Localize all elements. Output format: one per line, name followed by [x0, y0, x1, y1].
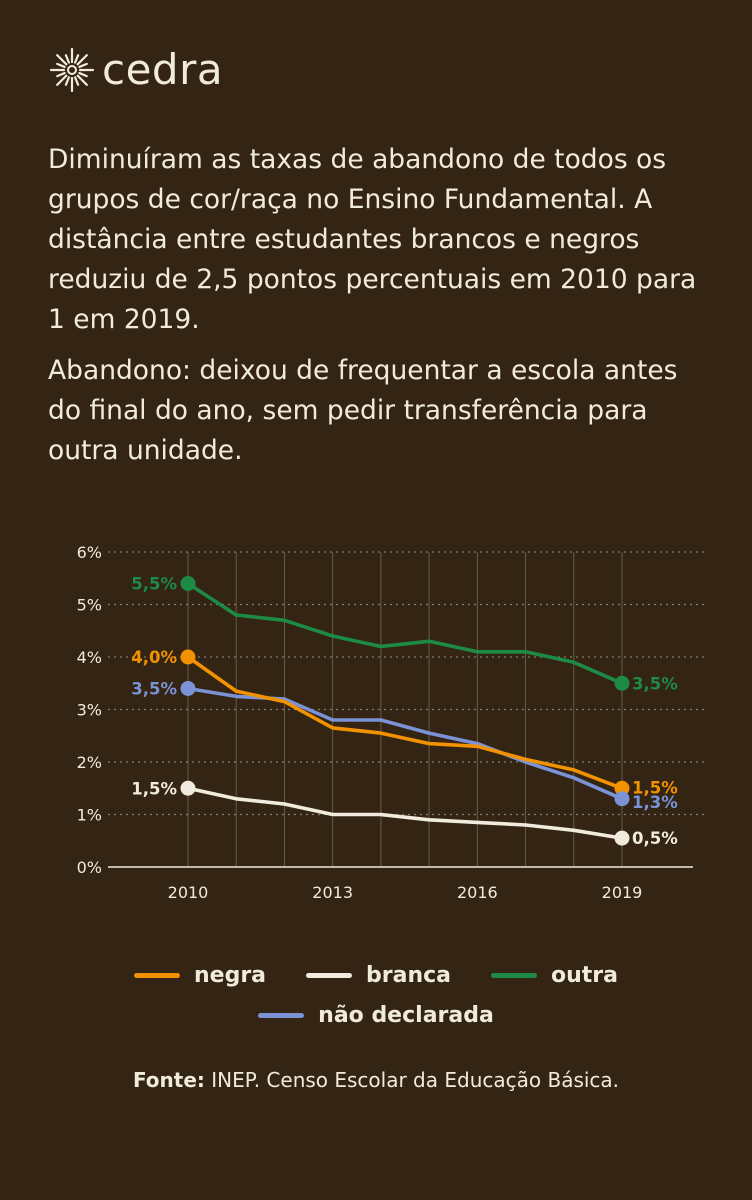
- logo-ray: [64, 54, 71, 64]
- logo-ray: [56, 74, 68, 86]
- y-tick-label: 3%: [77, 701, 102, 720]
- legend-swatch: [133, 972, 180, 978]
- legend-label: branca: [366, 962, 452, 988]
- data-label-end-outra: 3,5%: [632, 674, 678, 693]
- series-line-negra: [186, 655, 624, 791]
- series-line-outra: [186, 581, 624, 686]
- series-line-não-declarada: [186, 686, 624, 801]
- data-label-start-outra: 5,5%: [131, 575, 177, 594]
- x-tick-label: 2019: [602, 883, 643, 902]
- logo-ray: [76, 74, 88, 86]
- legend-label: outra: [551, 962, 619, 988]
- x-tick-label: 2013: [312, 883, 353, 902]
- y-tick-label: 6%: [77, 543, 102, 562]
- x-tick-label: 2010: [168, 883, 209, 902]
- logo-ray: [56, 54, 68, 66]
- marker-start-não-declarada: [180, 681, 196, 696]
- legend-row: negra branca outra: [0, 955, 752, 995]
- logo-ray: [76, 54, 88, 66]
- y-tick-label: 0%: [77, 858, 102, 877]
- marker-start-negra: [180, 649, 196, 665]
- legend-label: não declarada: [318, 1002, 494, 1028]
- marker-start-outra: [180, 576, 196, 591]
- legend-item-outra: outra: [491, 963, 618, 988]
- data-label-end-branca: 0,5%: [632, 829, 678, 848]
- data-label-start-não-declarada: 3,5%: [131, 680, 177, 699]
- legend-item-branca: branca: [306, 963, 451, 988]
- brand: cedra: [48, 40, 223, 100]
- legend-swatch: [491, 972, 538, 978]
- legend-swatch: [258, 1012, 305, 1018]
- intro-paragraph: Diminuíram as taxas de abandono de todos…: [48, 144, 697, 335]
- data-label-end-não-declarada: 1,3%: [632, 793, 678, 812]
- marker-end-não-declarada: [614, 791, 630, 807]
- logo-ray: [56, 62, 66, 69]
- legend-item-não-declarada: não declarada: [258, 1003, 494, 1028]
- x-tick-label: 2016: [457, 883, 498, 902]
- legend: negra branca outra não declarada: [0, 955, 752, 1035]
- logo-ray: [73, 54, 80, 64]
- legend-item-negra: negra: [133, 962, 267, 988]
- data-label-start-branca: 1,5%: [131, 779, 177, 798]
- definition-paragraph: Abandono: deixou de frequentar a escola …: [48, 355, 678, 466]
- y-tick-label: 1%: [77, 806, 102, 825]
- marker-end-negra: [614, 780, 630, 796]
- logo-ray: [56, 71, 66, 78]
- legend-swatch: [306, 972, 353, 978]
- logo-ray: [78, 62, 88, 69]
- marker-end-outra: [614, 675, 630, 691]
- source-label: Fonte:: [132, 1068, 205, 1092]
- brand-name: cedra: [102, 45, 224, 94]
- legend-label: negra: [193, 962, 267, 988]
- y-tick-label: 2%: [77, 753, 102, 772]
- y-tick-label: 5%: [77, 596, 102, 615]
- source-note: Fonte: INEP. Censo Escolar da Educação B…: [0, 1068, 752, 1092]
- data-label-start-negra: 4,0%: [131, 648, 177, 667]
- marker-end-branca: [614, 830, 630, 846]
- series-line-branca: [186, 786, 624, 840]
- data-label-end-negra: 1,5%: [632, 778, 678, 797]
- logo-ray: [64, 76, 71, 86]
- logo-ray: [73, 76, 80, 86]
- line-chart: 0% 1% 2% 3% 4% 5% 6% 2010 2013 2016 2019 5,5% 3,5% 4,…: [77, 543, 706, 902]
- logo-ray: [78, 71, 88, 78]
- sunburst-icon: [49, 47, 95, 93]
- legend-row: não declarada: [0, 995, 752, 1035]
- marker-start-branca: [180, 780, 196, 796]
- y-tick-label: 4%: [77, 648, 102, 667]
- source-text: INEP. Censo Escolar da Educação Básica.: [204, 1068, 620, 1092]
